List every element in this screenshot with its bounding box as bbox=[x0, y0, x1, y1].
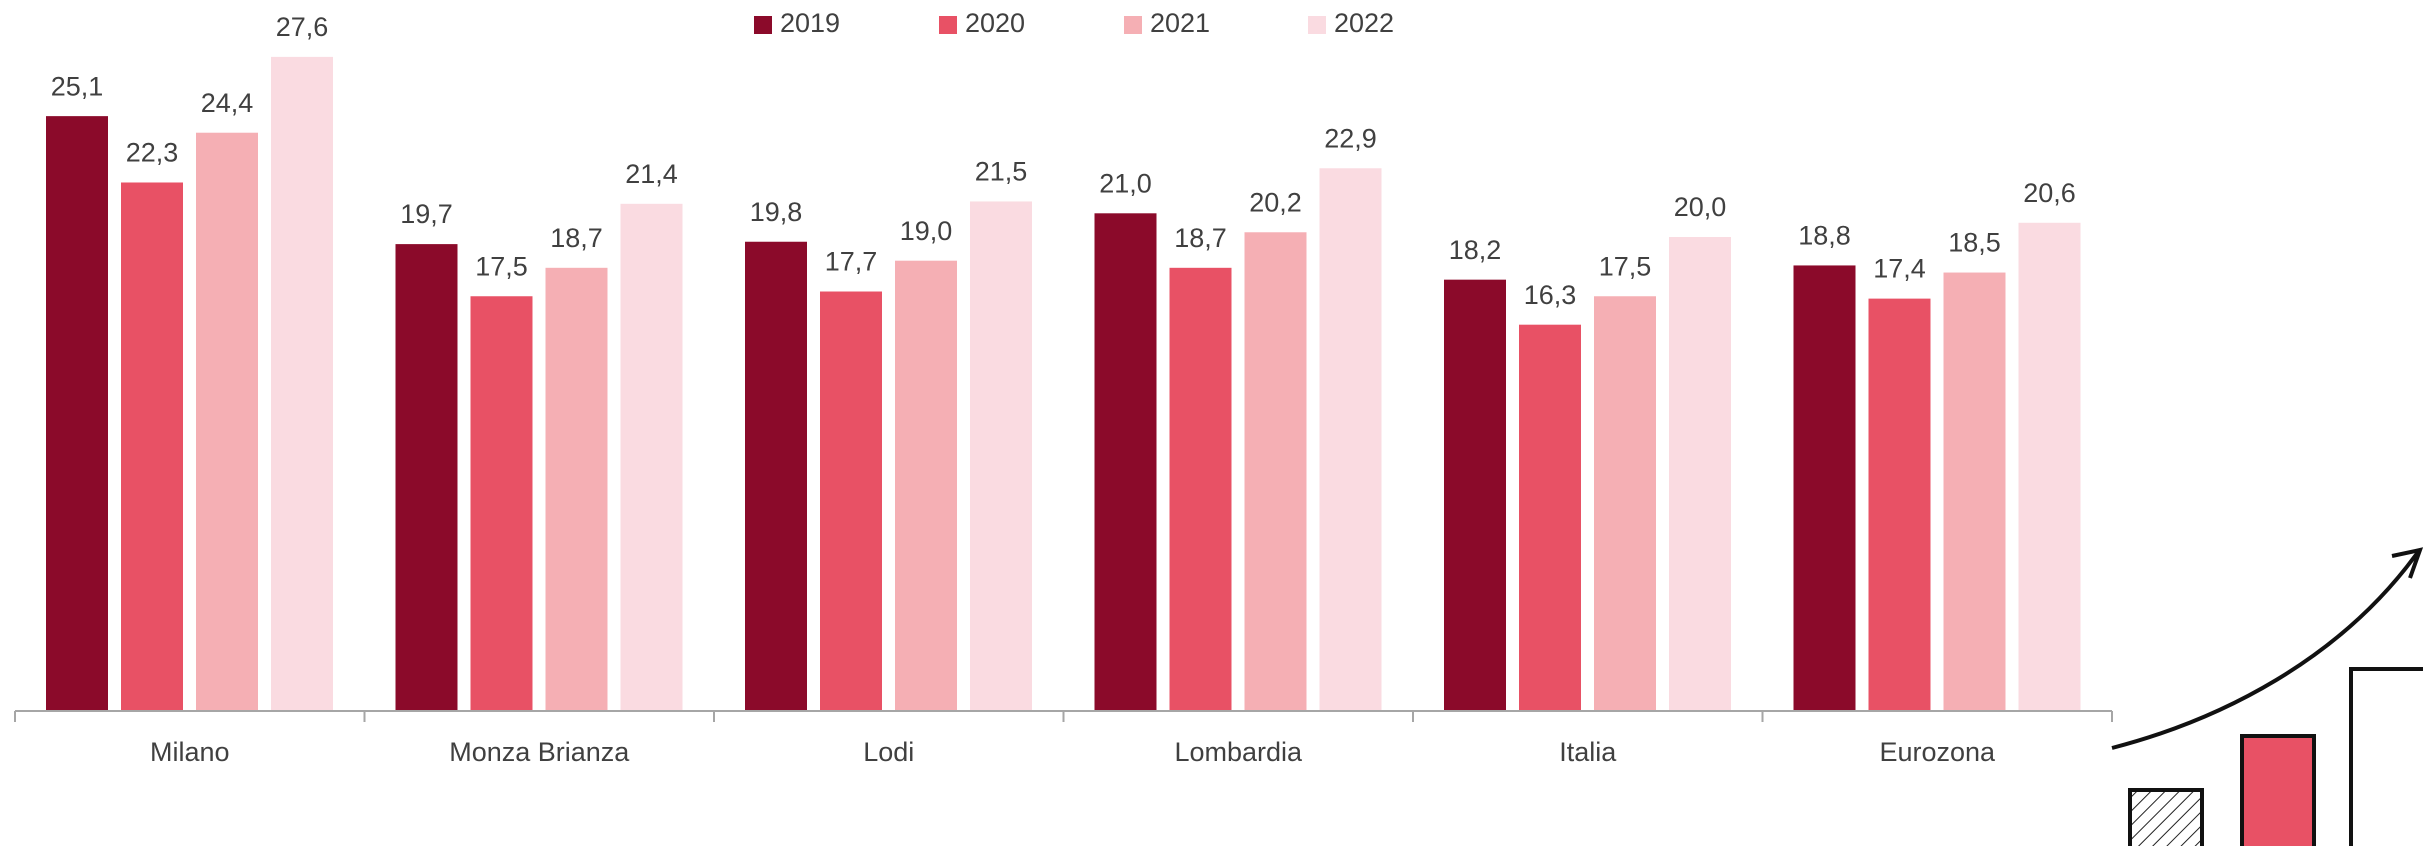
data-label: 18,7 bbox=[550, 223, 603, 253]
bar bbox=[1793, 265, 1856, 711]
data-label: 25,1 bbox=[51, 71, 104, 101]
x-tick-label: Lodi bbox=[863, 737, 914, 767]
x-tick-label: Monza Brianza bbox=[449, 737, 630, 767]
legend-label: 2019 bbox=[780, 8, 840, 38]
data-label: 18,8 bbox=[1798, 221, 1851, 251]
data-label: 21,4 bbox=[625, 159, 678, 189]
legend-swatch bbox=[1124, 16, 1142, 34]
bar bbox=[470, 296, 533, 711]
legend-label: 2021 bbox=[1150, 8, 1210, 38]
legend-swatch bbox=[1308, 16, 1326, 34]
bar bbox=[1444, 279, 1506, 711]
bar bbox=[271, 56, 333, 711]
icon-bar bbox=[2128, 788, 2204, 846]
data-label: 24,4 bbox=[201, 88, 254, 118]
bar bbox=[196, 132, 258, 712]
data-label: 18,5 bbox=[1948, 228, 2001, 258]
bar bbox=[745, 241, 807, 712]
bar bbox=[2018, 222, 2081, 711]
bar bbox=[620, 203, 683, 711]
data-label: 17,4 bbox=[1873, 254, 1926, 284]
bar bbox=[820, 291, 882, 711]
bar bbox=[121, 182, 183, 712]
bar bbox=[1594, 296, 1656, 711]
data-label: 20,6 bbox=[2023, 178, 2076, 208]
bar bbox=[1244, 232, 1307, 711]
data-label: 27,6 bbox=[276, 12, 329, 42]
data-label: 19,0 bbox=[900, 216, 953, 246]
bar bbox=[545, 267, 608, 711]
arrow bbox=[2111, 550, 2420, 750]
arrow-head bbox=[2391, 547, 2423, 579]
bar bbox=[1868, 298, 1931, 711]
legend-label: 2020 bbox=[965, 8, 1025, 38]
data-label: 22,9 bbox=[1324, 123, 1377, 153]
data-label: 21,0 bbox=[1099, 168, 1152, 198]
data-label: 19,7 bbox=[400, 199, 453, 229]
data-label: 20,2 bbox=[1249, 187, 1302, 217]
x-tick-label: Lombardia bbox=[1174, 737, 1303, 767]
bar bbox=[395, 244, 458, 712]
data-label: 19,8 bbox=[750, 197, 803, 227]
icon-bar bbox=[2240, 734, 2316, 846]
data-label: 17,7 bbox=[825, 247, 878, 277]
data-label: 21,5 bbox=[975, 157, 1028, 187]
data-label: 20,0 bbox=[1674, 192, 1727, 222]
icon-bar bbox=[2349, 667, 2423, 846]
legend-swatch bbox=[939, 16, 957, 34]
bar bbox=[1943, 272, 2006, 711]
data-label: 22,3 bbox=[126, 138, 179, 168]
data-label: 18,2 bbox=[1449, 235, 1502, 265]
data-label: 18,7 bbox=[1174, 223, 1227, 253]
bar bbox=[1169, 267, 1232, 711]
data-label: 16,3 bbox=[1524, 280, 1577, 310]
bar bbox=[970, 201, 1032, 711]
bar bbox=[46, 116, 108, 711]
legend-swatch bbox=[754, 16, 772, 34]
bar bbox=[1094, 213, 1157, 712]
data-label: 17,5 bbox=[475, 251, 528, 281]
bar bbox=[1319, 168, 1382, 711]
decoration bbox=[2111, 547, 2423, 846]
x-tick-label: Milano bbox=[150, 737, 230, 767]
legend-label: 2022 bbox=[1334, 8, 1394, 38]
x-tick-label: Italia bbox=[1559, 737, 1617, 767]
bar bbox=[1669, 237, 1731, 711]
bar bbox=[1519, 324, 1581, 711]
x-tick-label: Eurozona bbox=[1879, 737, 1996, 767]
bar bbox=[895, 260, 957, 711]
data-label: 17,5 bbox=[1599, 251, 1652, 281]
